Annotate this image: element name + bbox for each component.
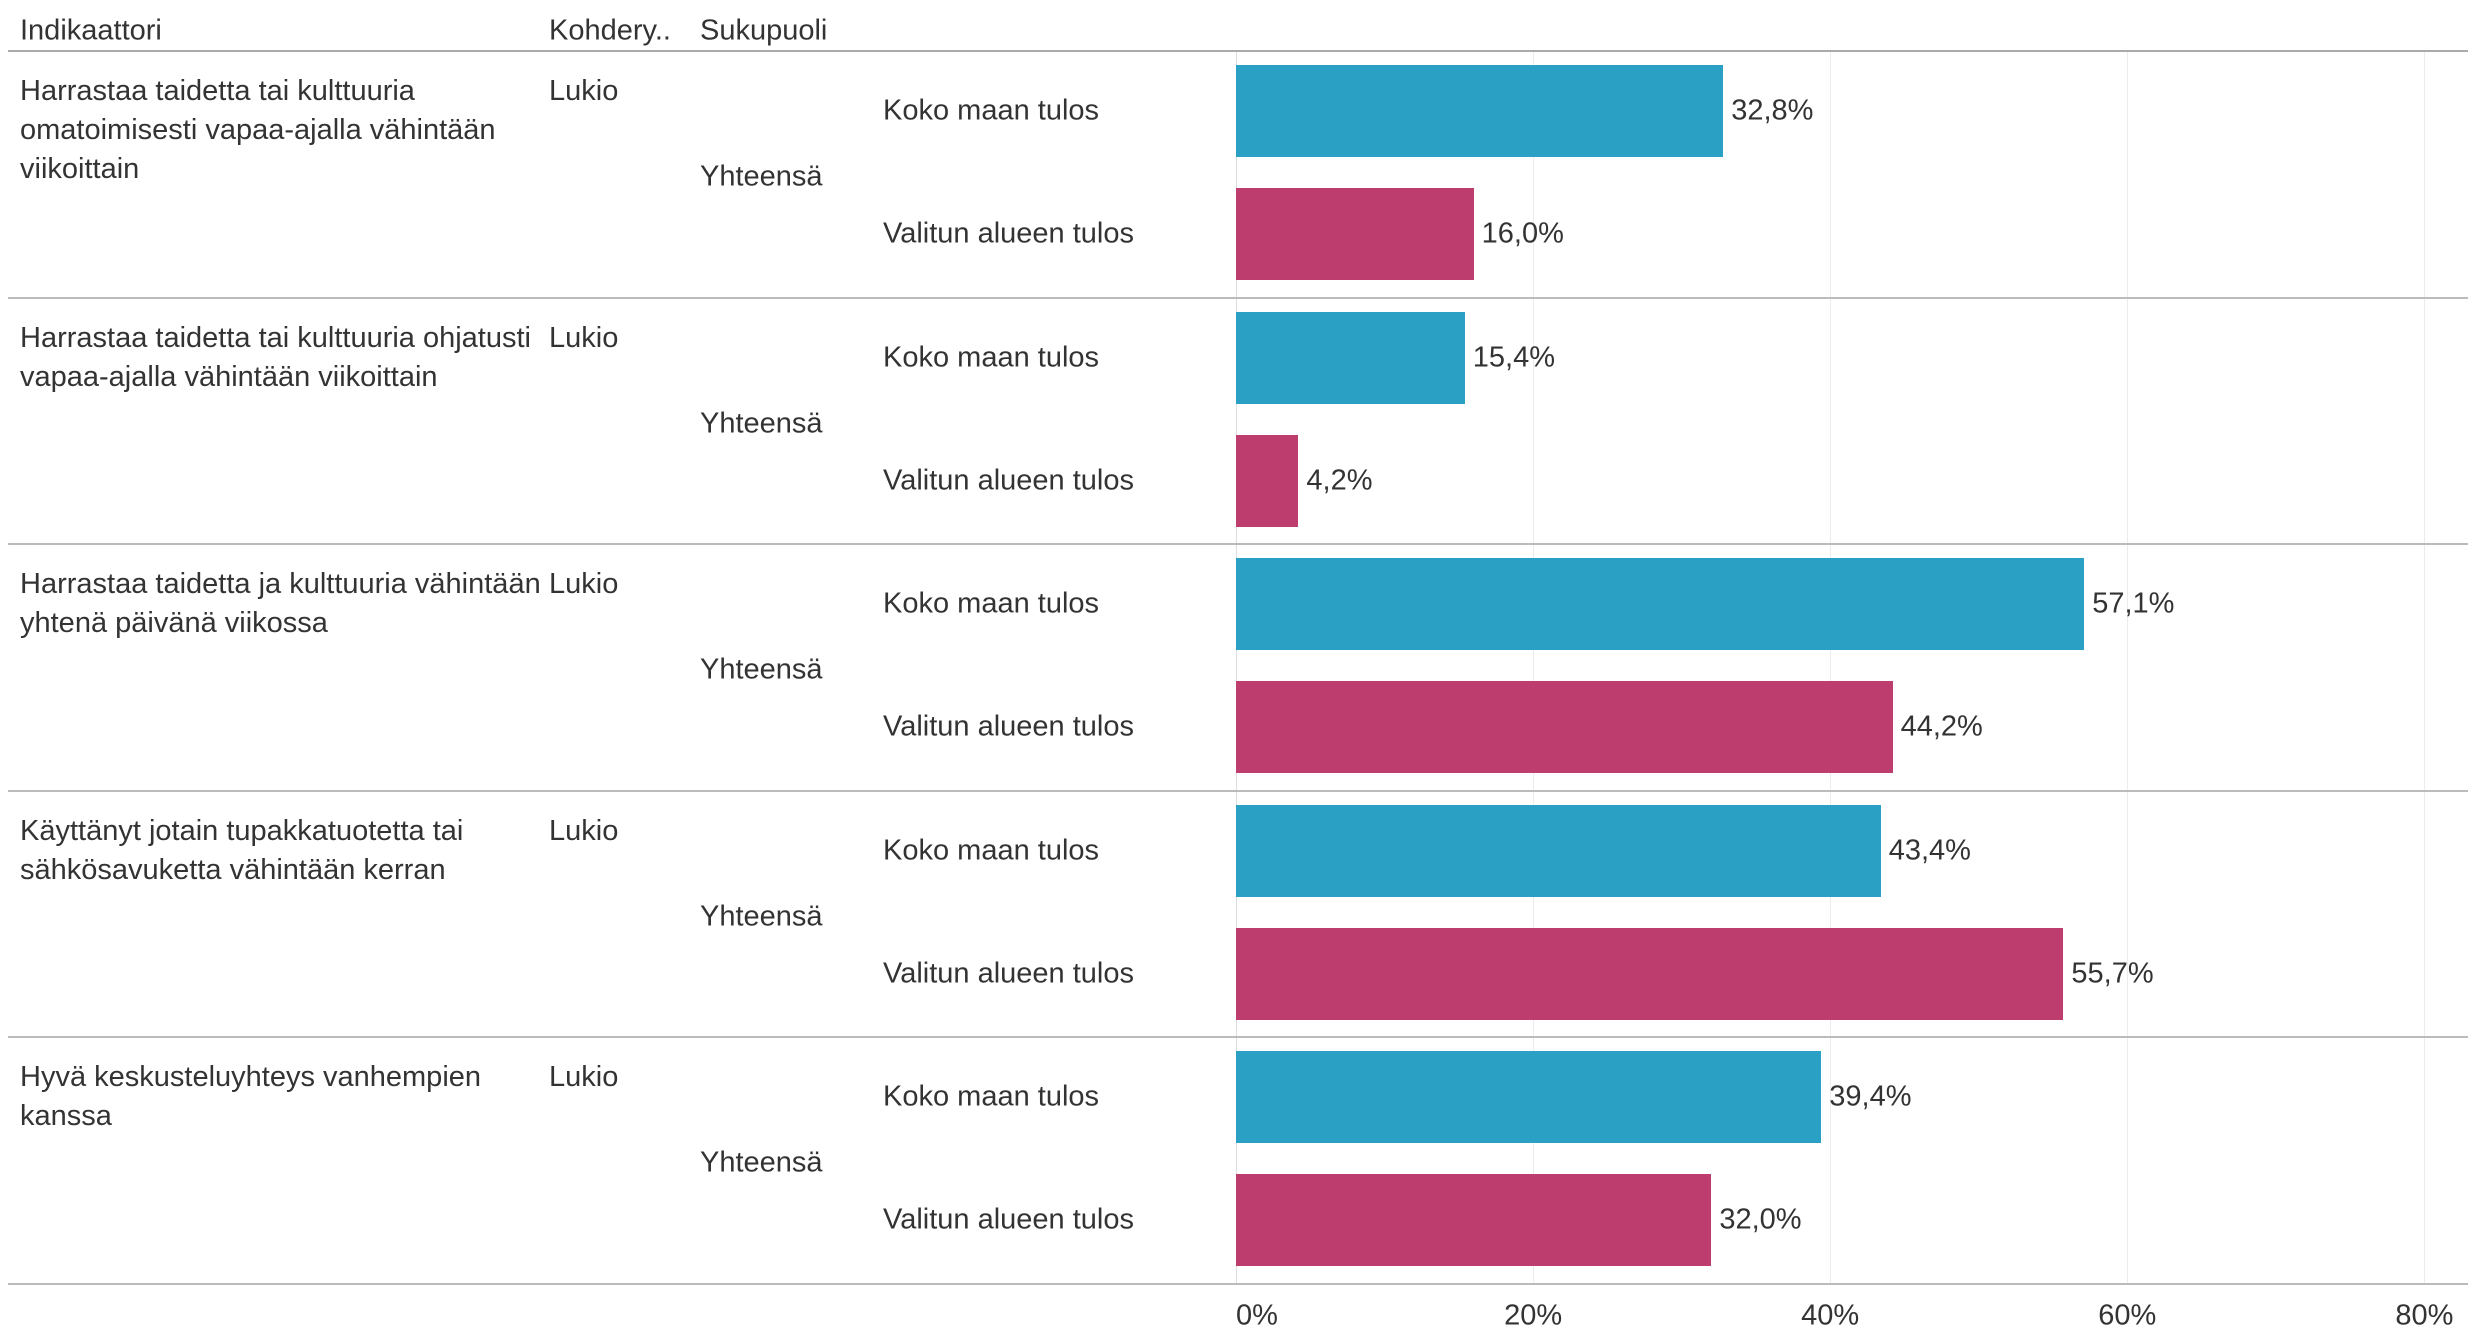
indicator: Harrastaa taidetta ja kulttuuria vähintä… [20,568,541,639]
row-line [8,789,2468,792]
series-label: Koko maan tulos [883,587,1100,620]
x-tick-label: 80% [2395,1299,2454,1331]
bar [1236,1174,1712,1266]
indicator: Käyttänyt jotain tupakkatuotetta tai säh… [20,814,464,886]
value-label: 16,0% [1481,217,1564,250]
series-label: Koko maan tulos [883,834,1100,866]
bar [1236,434,1299,527]
column-header: Sukupuoli [700,14,828,47]
series-label: Valitun alueen tulos [883,1203,1134,1236]
bar [1236,65,1724,157]
x-tick-label: 0% [1236,1299,1278,1331]
target-group: Lukio [549,75,619,107]
axis-line [1236,50,1237,1283]
bar [1236,927,2064,1020]
series-label: Valitun alueen tulos [883,464,1134,496]
value-label: 43,4% [1888,834,1971,866]
grid-line [1533,50,1535,1283]
bar [1236,681,1893,773]
series-label: Koko maan tulos [883,341,1100,373]
row-line [8,296,2468,299]
value-label: 4,2% [1306,464,1373,496]
gender: Yhteensä [700,1146,823,1179]
grid-line [1830,50,1832,1283]
column-header: Kohdery.. [549,14,671,47]
grid-line [2127,50,2129,1283]
target-group: Lukio [549,1061,619,1093]
value-label: 57,1% [2092,587,2175,620]
gender: Yhteensä [700,407,823,440]
x-tick-label: 20% [1504,1299,1563,1331]
bar [1236,311,1465,404]
grid-line [2424,50,2426,1283]
series-label: Valitun alueen tulos [883,710,1134,743]
value-label: 32,8% [1731,94,1814,127]
series-label: Valitun alueen tulos [883,217,1134,250]
bar [1236,804,1881,897]
row-line [8,1282,2468,1285]
gender: Yhteensä [700,900,823,933]
indicator: Harrastaa taidetta tai kulttuuria omatoi… [20,75,496,185]
value-label: 15,4% [1472,341,1555,373]
x-tick-label: 40% [1801,1299,1860,1331]
target-group: Lukio [549,568,619,600]
value-label: 55,7% [2071,957,2154,989]
header-line [8,50,2468,52]
indicator: Hyvä keskusteluyhteys vanhempien kanssa [20,1061,482,1132]
column-header: Indikaattori [20,14,162,47]
bar [1236,188,1474,280]
row-line [8,1036,2468,1038]
value-label: 32,0% [1719,1203,1802,1236]
gender: Yhteensä [700,160,823,193]
value-label: 44,2% [1900,710,1983,743]
gender: Yhteensä [700,653,823,686]
value-label: 39,4% [1829,1080,1912,1113]
series-label: Koko maan tulos [883,94,1100,127]
row-line [8,543,2468,545]
bar [1236,558,2085,650]
indicator: Harrastaa taidetta tai kulttuuria ohjatu… [20,321,531,393]
x-tick-label: 60% [2098,1299,2157,1331]
bar [1236,1051,1822,1143]
target-group: Lukio [549,321,619,354]
series-label: Valitun alueen tulos [883,957,1134,989]
target-group: Lukio [549,814,619,847]
series-label: Koko maan tulos [883,1080,1100,1113]
